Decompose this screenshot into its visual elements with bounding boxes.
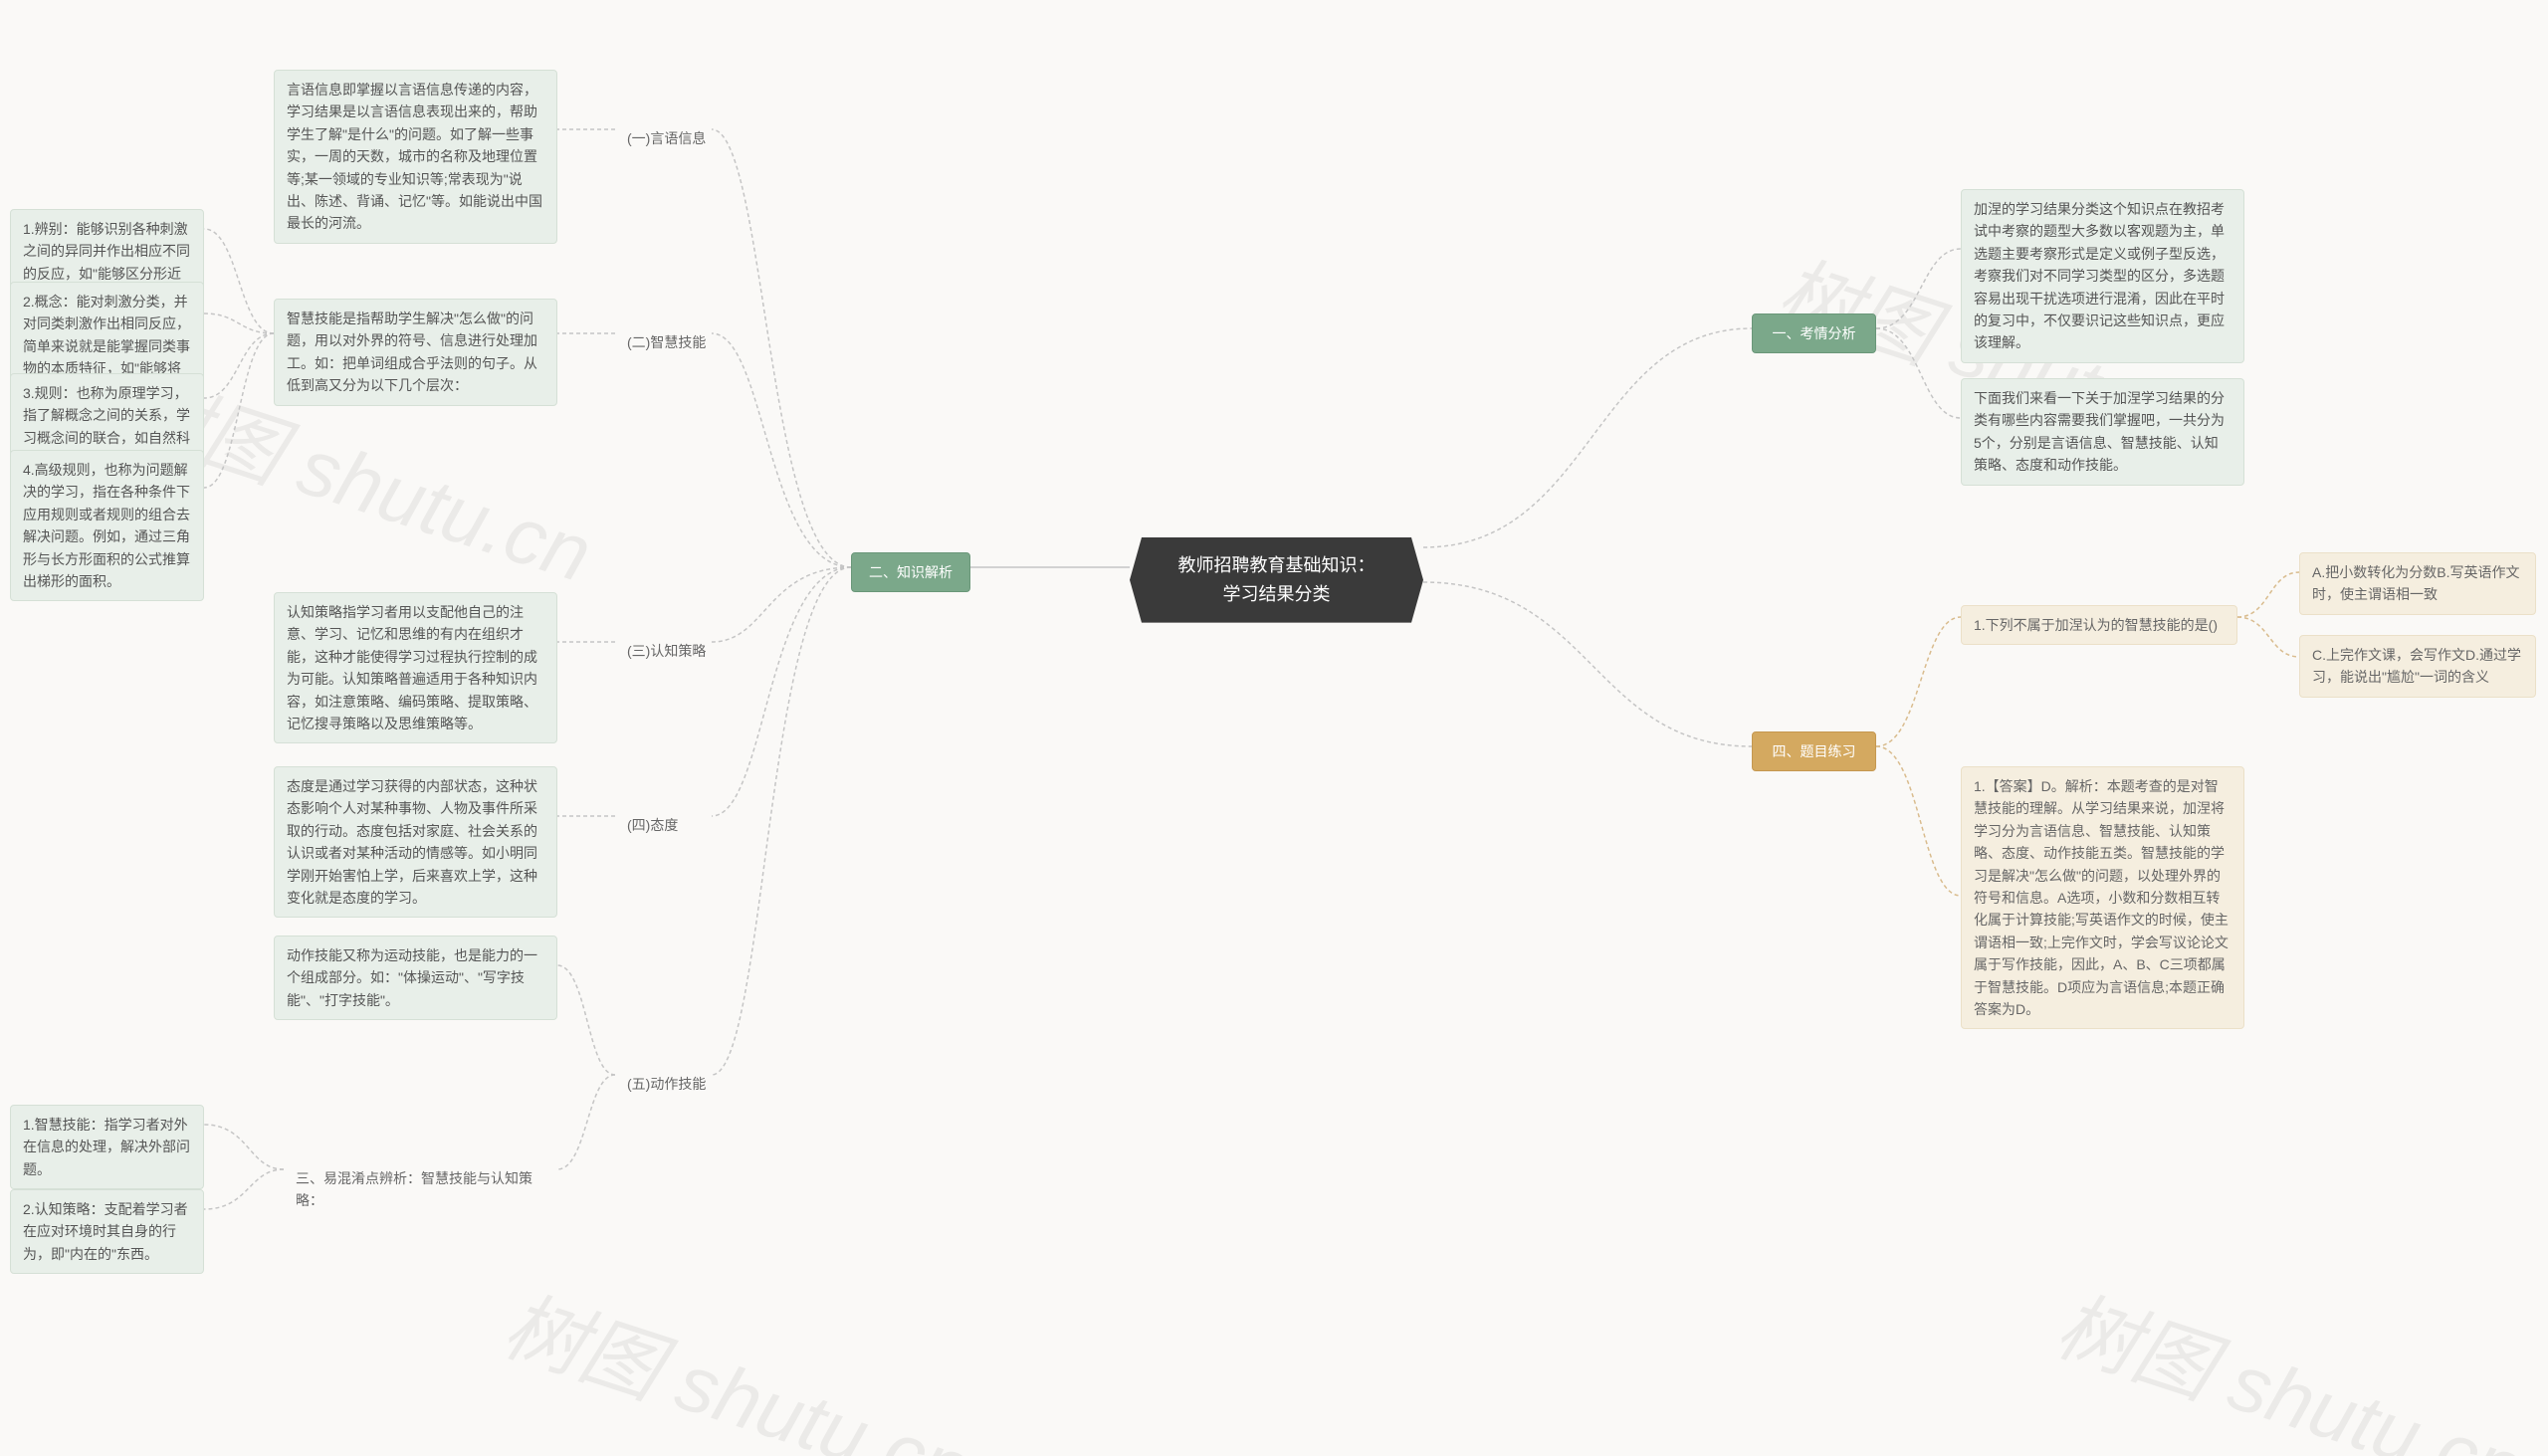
intellectual-sub-4: 4.高级规则，也称为问题解决的学习，指在各种条件下应用规则或者规则的组合去解决问… xyxy=(10,450,204,601)
item-intellectual-desc: 智慧技能是指帮助学生解决"怎么做"的问题，用以对外界的符号、信息进行处理加工。如… xyxy=(274,299,557,406)
branch-knowledge[interactable]: 二、知识解析 xyxy=(851,552,970,592)
item-attitude-label[interactable]: (四)态度 xyxy=(615,806,690,844)
branch-exercise[interactable]: 四、题目练习 xyxy=(1752,731,1876,771)
item-cognitive-desc: 认知策略指学习者用以支配他自己的注意、学习、记忆和思维的有内在组织才能，这种才能… xyxy=(274,592,557,743)
item-motor-desc: 动作技能又称为运动技能，也是能力的一个组成部分。如："体操运动"、"写字技能"、… xyxy=(274,936,557,1020)
item-motor-label[interactable]: (五)动作技能 xyxy=(615,1065,718,1103)
exercise-question-stem: 1.下列不属于加涅认为的智慧技能的是() xyxy=(1961,605,2237,645)
exercise-option-ab: A.把小数转化为分数B.写英语作文时，使主谓语相一致 xyxy=(2299,552,2536,615)
exam-desc-1: 加涅的学习结果分类这个知识点在教招考试中考察的题型大多数以客观题为主，单选题主要… xyxy=(1961,189,2244,363)
item-verbal-desc: 言语信息即掌握以言语信息传递的内容，学习结果是以言语信息表现出来的，帮助学生了解… xyxy=(274,70,557,244)
mix-label[interactable]: 三、易混淆点辨析：智慧技能与认知策略： xyxy=(284,1159,557,1220)
branch-exam-analysis[interactable]: 一、考情分析 xyxy=(1752,313,1876,353)
exercise-answer: 1.【答案】D。解析：本题考查的是对智慧技能的理解。从学习结果来说，加涅将学习分… xyxy=(1961,766,2244,1029)
watermark: 树图 shutu.cn xyxy=(492,1262,986,1456)
root-node[interactable]: 教师招聘教育基础知识：学习结果分类 xyxy=(1130,537,1423,623)
mix-sub-2: 2.认知策略：支配着学习者在应对环境时其自身的行为，即"内在的"东西。 xyxy=(10,1189,204,1274)
item-cognitive-label[interactable]: (三)认知策略 xyxy=(615,632,718,670)
watermark: 树图 shutu.cn xyxy=(2044,1262,2539,1456)
exercise-option-cd: C.上完作文课，会写作文D.通过学习，能说出"尴尬"一词的含义 xyxy=(2299,635,2536,698)
item-intellectual-label[interactable]: (二)智慧技能 xyxy=(615,323,718,361)
item-verbal-label[interactable]: (一)言语信息 xyxy=(615,119,718,157)
mix-sub-1: 1.智慧技能：指学习者对外在信息的处理，解决外部问题。 xyxy=(10,1105,204,1189)
item-attitude-desc: 态度是通过学习获得的内部状态，这种状态影响个人对某种事物、人物及事件所采取的行动… xyxy=(274,766,557,918)
exam-desc-2: 下面我们来看一下关于加涅学习结果的分类有哪些内容需要我们掌握吧，一共分为5个，分… xyxy=(1961,378,2244,486)
